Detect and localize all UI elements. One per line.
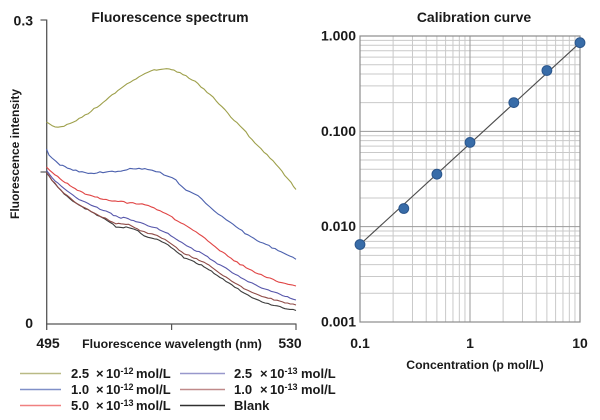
svg-text:-13: -13: [285, 382, 298, 392]
svg-text:10: 10: [106, 366, 120, 381]
svg-text:mol/L: mol/L: [136, 398, 171, 413]
svg-text:10: 10: [106, 398, 120, 413]
svg-text:2.5: 2.5: [234, 366, 252, 381]
svg-text:0.100: 0.100: [321, 123, 356, 139]
svg-text:-12: -12: [121, 366, 134, 376]
svg-text:1.0: 1.0: [71, 382, 89, 397]
svg-text:0.3: 0.3: [14, 13, 34, 29]
svg-text:mol/L: mol/L: [136, 366, 171, 381]
svg-text:×: ×: [260, 366, 268, 381]
svg-text:×: ×: [96, 366, 104, 381]
svg-text:5.0: 5.0: [71, 398, 89, 413]
svg-text:Blank: Blank: [234, 398, 270, 413]
svg-text:Calibration curve: Calibration curve: [417, 9, 532, 25]
svg-text:1.000: 1.000: [321, 28, 356, 44]
svg-text:0: 0: [25, 315, 33, 331]
svg-text:-12: -12: [121, 382, 134, 392]
svg-text:0.010: 0.010: [321, 218, 356, 234]
svg-text:2.5: 2.5: [71, 366, 89, 381]
svg-text:10: 10: [270, 366, 284, 381]
svg-text:530: 530: [278, 335, 302, 351]
svg-text:-13: -13: [285, 366, 298, 376]
svg-text:1.0: 1.0: [234, 382, 252, 397]
svg-text:495: 495: [36, 335, 60, 351]
svg-text:×: ×: [96, 382, 104, 397]
svg-text:mol/L: mol/L: [301, 366, 336, 381]
svg-text:1: 1: [466, 335, 474, 351]
svg-text:0.001: 0.001: [321, 314, 356, 330]
svg-text:Fluorescence spectrum: Fluorescence spectrum: [91, 9, 248, 25]
svg-text:Fluorescence intensity: Fluorescence intensity: [8, 89, 22, 219]
svg-text:×: ×: [96, 398, 104, 413]
svg-text:10: 10: [572, 335, 588, 351]
svg-text:0.1: 0.1: [350, 335, 370, 351]
svg-text:Fluorescence wavelength (nm): Fluorescence wavelength (nm): [82, 337, 262, 351]
svg-text:-13: -13: [121, 398, 134, 408]
svg-text:10: 10: [106, 382, 120, 397]
svg-text:mol/L: mol/L: [136, 382, 171, 397]
svg-text:×: ×: [260, 382, 268, 397]
svg-text:10: 10: [270, 382, 284, 397]
svg-text:Concentration (p mol/L): Concentration (p mol/L): [406, 358, 543, 372]
svg-text:mol/L: mol/L: [301, 382, 336, 397]
